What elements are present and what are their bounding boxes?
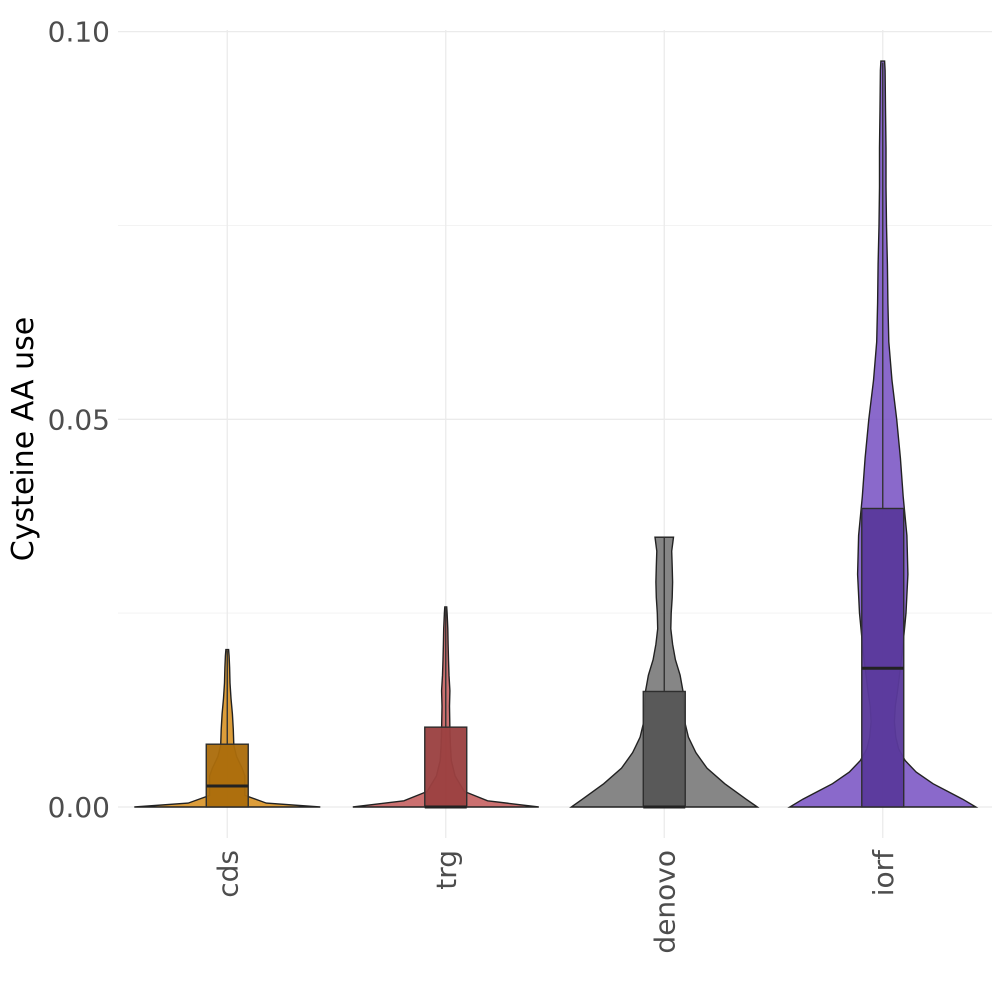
x-axis: cds trg denovo iorf <box>211 849 900 954</box>
grid-lines <box>118 30 992 838</box>
box-shade-trg <box>424 727 467 807</box>
y-tick-label: 0.00 <box>48 791 110 824</box>
y-tick-label: 0.05 <box>48 403 110 436</box>
y-tick-label: 0.10 <box>48 16 110 49</box>
y-axis-title: Cysteine AA use <box>6 317 41 561</box>
box-denovo <box>642 690 686 808</box>
x-tick-label-trg: trg <box>430 850 463 890</box>
violins <box>134 60 979 809</box>
box-iorf <box>861 507 905 808</box>
box-shade-denovo <box>643 691 686 807</box>
y-axis: 0.00 0.05 0.10 <box>48 16 110 824</box>
box-cds <box>205 743 249 808</box>
box-shade-iorf <box>861 508 904 807</box>
box-shade-cds <box>206 744 249 807</box>
x-tick-label-iorf: iorf <box>867 849 900 896</box>
x-tick-label-denovo: denovo <box>648 850 681 954</box>
x-tick-label-cds: cds <box>211 850 244 898</box>
